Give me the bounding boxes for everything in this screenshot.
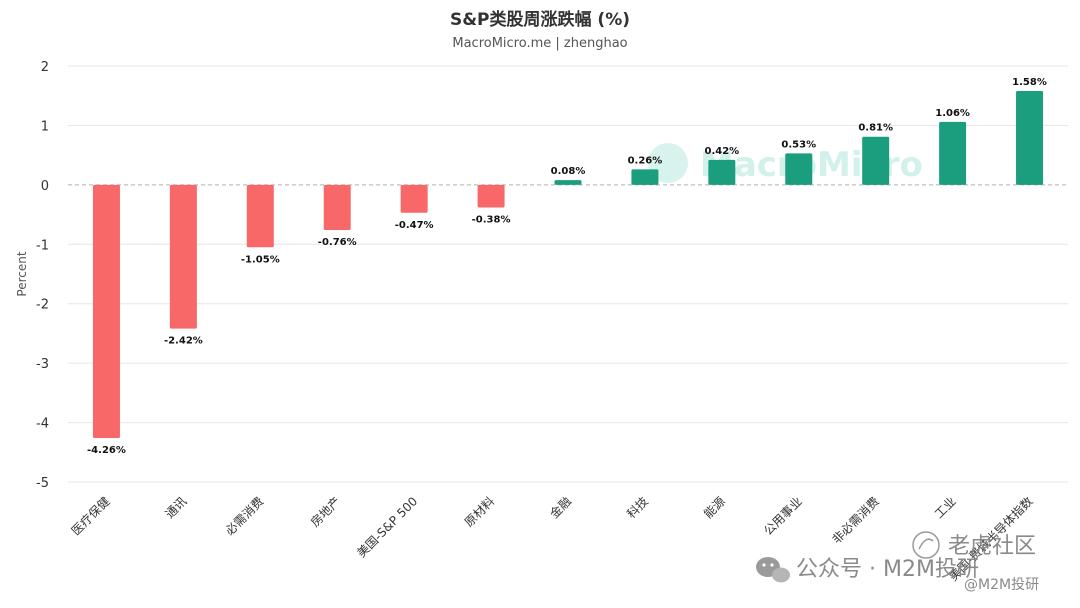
x-tick-label: 工业 bbox=[932, 494, 959, 521]
x-tick-label: 房地产 bbox=[307, 494, 343, 530]
bar bbox=[631, 169, 659, 185]
y-axis-ticks: 2 1 0 -1 -2 -3 -4 -5 bbox=[36, 60, 49, 491]
y-tick-label: -5 bbox=[36, 476, 49, 491]
bar bbox=[554, 180, 582, 185]
data-label: 0.81% bbox=[858, 123, 893, 134]
bar bbox=[477, 184, 505, 208]
wechat-icon bbox=[756, 557, 790, 583]
x-tick-label: 必需消费 bbox=[223, 494, 267, 538]
y-tick-label: -1 bbox=[36, 238, 49, 253]
x-tick-label: 科技 bbox=[624, 494, 651, 521]
data-label: -1.05% bbox=[241, 254, 280, 265]
chart-title: S&P类股周涨跌幅 (%) bbox=[450, 9, 630, 30]
data-label: -4.26% bbox=[87, 445, 126, 456]
wechat-credit: 公众号 · M2M投研 bbox=[796, 557, 979, 582]
x-tick-label: 美国-S&P 500 bbox=[354, 494, 420, 560]
bar bbox=[246, 184, 274, 248]
data-label: -0.47% bbox=[395, 220, 434, 231]
y-tick-label: 1 bbox=[41, 119, 49, 134]
x-tick-label: 通讯 bbox=[163, 494, 190, 521]
bar bbox=[785, 153, 813, 185]
data-label: 0.26% bbox=[628, 155, 663, 166]
x-tick-label: 原材料 bbox=[462, 494, 497, 529]
data-label: -0.76% bbox=[318, 237, 357, 248]
bar bbox=[939, 121, 967, 185]
chart-subtitle: MacroMicro.me | zhenghao bbox=[452, 36, 627, 51]
x-tick-label: 能源 bbox=[701, 494, 728, 521]
x-tick-label: 非必需消费 bbox=[829, 494, 881, 546]
y-tick-label: -4 bbox=[36, 417, 49, 432]
data-label: 0.08% bbox=[551, 166, 586, 177]
x-tick-label: 金融 bbox=[547, 494, 575, 522]
gridlines bbox=[68, 65, 1068, 483]
data-label: -0.38% bbox=[472, 214, 511, 225]
x-tick-label: 公用事业 bbox=[761, 494, 805, 538]
community-credit: 老虎社区 bbox=[948, 534, 1036, 559]
bar bbox=[323, 184, 351, 231]
data-label: 1.06% bbox=[935, 108, 970, 119]
y-tick-label: 0 bbox=[41, 179, 49, 194]
bar bbox=[400, 184, 428, 213]
bar bbox=[708, 159, 736, 185]
data-label: 0.42% bbox=[704, 146, 739, 157]
x-tick-label: 医疗保健 bbox=[69, 494, 113, 538]
bar bbox=[92, 184, 120, 439]
data-labels: -4.26% -2.42% -1.05% -0.76% -0.47% -0.38% 0.08… bbox=[87, 77, 1047, 456]
data-label: 0.53% bbox=[781, 139, 816, 150]
bars bbox=[92, 90, 1044, 439]
y-tick-label: -2 bbox=[36, 298, 49, 313]
credits: 公众号 · M2M投研 老虎社区 @M2M投研 bbox=[756, 531, 1039, 593]
y-axis-label: Percent bbox=[15, 251, 29, 296]
handle-credit: @M2M投研 bbox=[964, 577, 1039, 593]
bar bbox=[1016, 90, 1044, 185]
bar bbox=[862, 136, 890, 185]
data-label: -2.42% bbox=[164, 336, 203, 347]
tiger-logo-icon bbox=[912, 531, 940, 559]
data-label: 1.58% bbox=[1012, 77, 1047, 88]
y-tick-label: 2 bbox=[41, 60, 49, 75]
y-tick-label: -3 bbox=[36, 357, 49, 372]
bar bbox=[169, 184, 197, 329]
